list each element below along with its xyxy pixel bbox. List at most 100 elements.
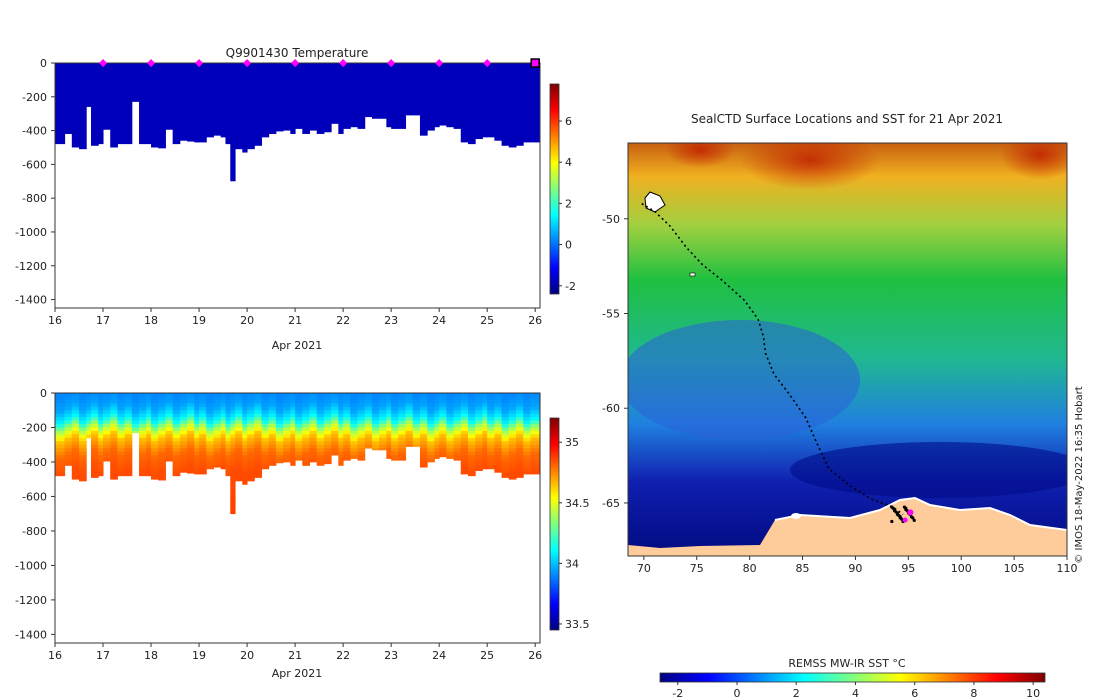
salinity-cell [508, 424, 517, 428]
salinity-cell [64, 413, 73, 418]
salinity-cell [110, 399, 118, 404]
salinity-cell [427, 434, 435, 439]
salinity-cell [309, 403, 318, 408]
salinity-cell [530, 420, 541, 425]
salinity-cell [194, 430, 200, 435]
salinity-cell [124, 410, 133, 415]
salinity-cell [86, 434, 92, 439]
heard-island [689, 272, 696, 277]
salinity-cell [467, 413, 476, 418]
salinity-cell [309, 396, 318, 401]
salinity-cell [261, 451, 270, 456]
salinity-cell [343, 444, 351, 449]
salinity-cell [494, 413, 503, 418]
salinity-cell [482, 417, 488, 421]
salinity-cell [220, 393, 226, 397]
salinity-cell [460, 399, 469, 404]
salinity-cell [295, 430, 303, 435]
salinity-cell [268, 424, 277, 428]
salinity-cell [283, 448, 291, 453]
salinity-cell [158, 475, 166, 480]
salinity-cell [508, 427, 517, 432]
salinity-cell [158, 430, 166, 435]
salinity-cell [494, 406, 503, 411]
salinity-cell [343, 403, 351, 408]
salinity-cell [254, 424, 262, 428]
salinity-cell [405, 413, 414, 418]
map-axes-frame [627, 142, 1068, 557]
salinity-cell [235, 430, 243, 435]
salinity-cell [247, 465, 255, 470]
salinity-cell [158, 417, 166, 421]
salinity-cell [158, 393, 166, 397]
salinity-cell [309, 444, 318, 449]
salinity-cell [275, 393, 284, 397]
salinity-cell [331, 403, 339, 408]
salinity-cell [110, 437, 118, 442]
salinity-cell [530, 406, 541, 411]
salinity-cell [230, 403, 236, 408]
temperature-profile-column [309, 63, 318, 131]
salinity-cell [247, 417, 255, 421]
salinity-cell [247, 455, 255, 459]
salinity-cell [283, 413, 291, 418]
salinity-cell [64, 424, 73, 428]
salinity-cell [220, 406, 226, 411]
salinity-cell [117, 451, 126, 456]
salinity-cell [501, 448, 510, 453]
salinity-cell [199, 441, 207, 446]
salinity-cell [467, 468, 476, 473]
salinity-cell [475, 413, 483, 418]
salinity-cell [187, 444, 195, 449]
salinity-cell [98, 472, 104, 477]
salinity-cell [55, 399, 66, 404]
salinity-cell [412, 417, 421, 421]
salinity-cell [91, 413, 99, 418]
salinity-cell [158, 413, 166, 418]
salinity-cell [460, 406, 469, 411]
salinity-cell [487, 458, 495, 463]
salinity-cell [254, 441, 262, 446]
salinity-cell [235, 455, 243, 459]
salinity-cell [179, 417, 188, 421]
temperature-profile-column [386, 63, 392, 128]
salinity-cell [530, 468, 541, 473]
salinity-cell [434, 393, 440, 397]
map-title: SealCTD Surface Locations and SST for 21… [691, 112, 1003, 126]
salinity-cell [405, 410, 414, 415]
salinity-cell [482, 451, 488, 456]
salinity-x-tick-label: 26 [528, 649, 542, 662]
salinity-cell [124, 441, 133, 446]
salinity-cell [151, 437, 159, 442]
salinity-cell [225, 430, 231, 435]
salinity-cell [523, 468, 531, 473]
salinity-cell [379, 444, 387, 449]
salinity-cell [98, 430, 104, 435]
salinity-cell [412, 403, 421, 408]
salinity-cell [225, 393, 231, 397]
salinity-cell [179, 430, 188, 435]
salinity-cell [446, 451, 455, 456]
salinity-cell [475, 427, 483, 432]
salinity-cell [242, 448, 248, 453]
salinity-cell [242, 410, 248, 415]
salinity-cell [131, 427, 140, 432]
salinity-cell [412, 424, 421, 428]
salinity-cell [254, 410, 262, 415]
salinity-cell [446, 437, 455, 442]
salinity-cell [494, 430, 503, 435]
salinity-cell [225, 468, 231, 473]
salinity-cell [434, 396, 440, 401]
salinity-cell [117, 468, 126, 473]
salinity-cell [98, 441, 104, 446]
salinity-cell [225, 396, 231, 401]
salinity-cell [316, 399, 325, 404]
salinity-cell [254, 461, 262, 466]
salinity-cell [391, 413, 399, 418]
salinity-cell [71, 437, 80, 442]
salinity-cell [146, 399, 152, 404]
salinity-cell [247, 461, 255, 466]
salinity-cell [482, 455, 488, 459]
salinity-cell [501, 444, 510, 449]
